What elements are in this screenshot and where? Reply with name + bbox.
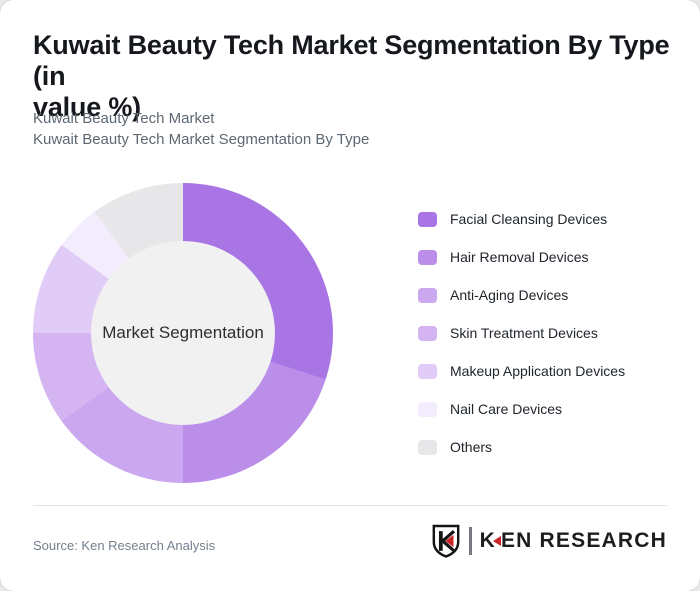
chart-subtitle: Kuwait Beauty Tech Market Kuwait Beauty …	[33, 108, 673, 150]
donut-center: Market Segmentation	[91, 241, 275, 425]
legend-item-anti-aging: Anti-Aging Devices	[418, 288, 625, 303]
legend-label: Makeup Application Devices	[450, 363, 626, 379]
shield-k-emblem-icon	[432, 524, 459, 558]
legend-swatch-icon	[418, 440, 437, 455]
legend-item-facial-cleansing: Facial Cleansing Devices	[418, 212, 625, 227]
legend-item-skin-treatment: Skin Treatment Devices	[418, 326, 625, 341]
chart-subtitle-line1: Kuwait Beauty Tech Market	[33, 110, 215, 127]
legend-item-makeup-application: Makeup Application Devices	[418, 364, 625, 379]
legend-label: Hair Removal Devices	[450, 249, 589, 265]
source-note: Source: Ken Research Analysis	[33, 538, 216, 553]
brand-rest: EN RESEARCH	[500, 529, 667, 552]
page-title-line1: Kuwait Beauty Tech Market Segmentation B…	[33, 30, 670, 91]
brand-text: K EN RESEARCH	[480, 529, 667, 553]
legend-label: Facial Cleansing Devices	[450, 211, 608, 227]
legend-swatch-icon	[418, 402, 437, 417]
legend-label: Others	[450, 439, 493, 455]
chart-legend: Facial Cleansing Devices Hair Removal De…	[418, 212, 625, 455]
legend-swatch-icon	[418, 288, 437, 303]
legend-swatch-icon	[418, 364, 437, 379]
legend-label: Nail Care Devices	[450, 401, 563, 417]
red-triangle-icon	[492, 536, 501, 546]
legend-item-others: Others	[418, 440, 625, 455]
page-title-line2: value %)	[33, 92, 141, 122]
legend-item-nail-care: Nail Care Devices	[418, 402, 625, 417]
logo-separator	[468, 527, 472, 555]
chart-subtitle-line2: Kuwait Beauty Tech Market Segmentation B…	[33, 131, 370, 148]
legend-swatch-icon	[418, 212, 437, 227]
footer-divider	[33, 505, 667, 506]
page-title: Kuwait Beauty Tech Market Segmentation B…	[33, 30, 681, 123]
donut-chart: Market Segmentation	[33, 183, 333, 483]
ken-research-logo: K EN RESEARCH	[431, 523, 667, 559]
legend-swatch-icon	[418, 250, 437, 265]
legend-item-hair-removal: Hair Removal Devices	[418, 250, 625, 265]
legend-swatch-icon	[418, 326, 437, 341]
brand-first-letter: K	[479, 529, 496, 552]
legend-label: Skin Treatment Devices	[450, 325, 598, 341]
donut-center-label: Market Segmentation	[102, 323, 264, 342]
legend-label: Anti-Aging Devices	[450, 287, 569, 303]
